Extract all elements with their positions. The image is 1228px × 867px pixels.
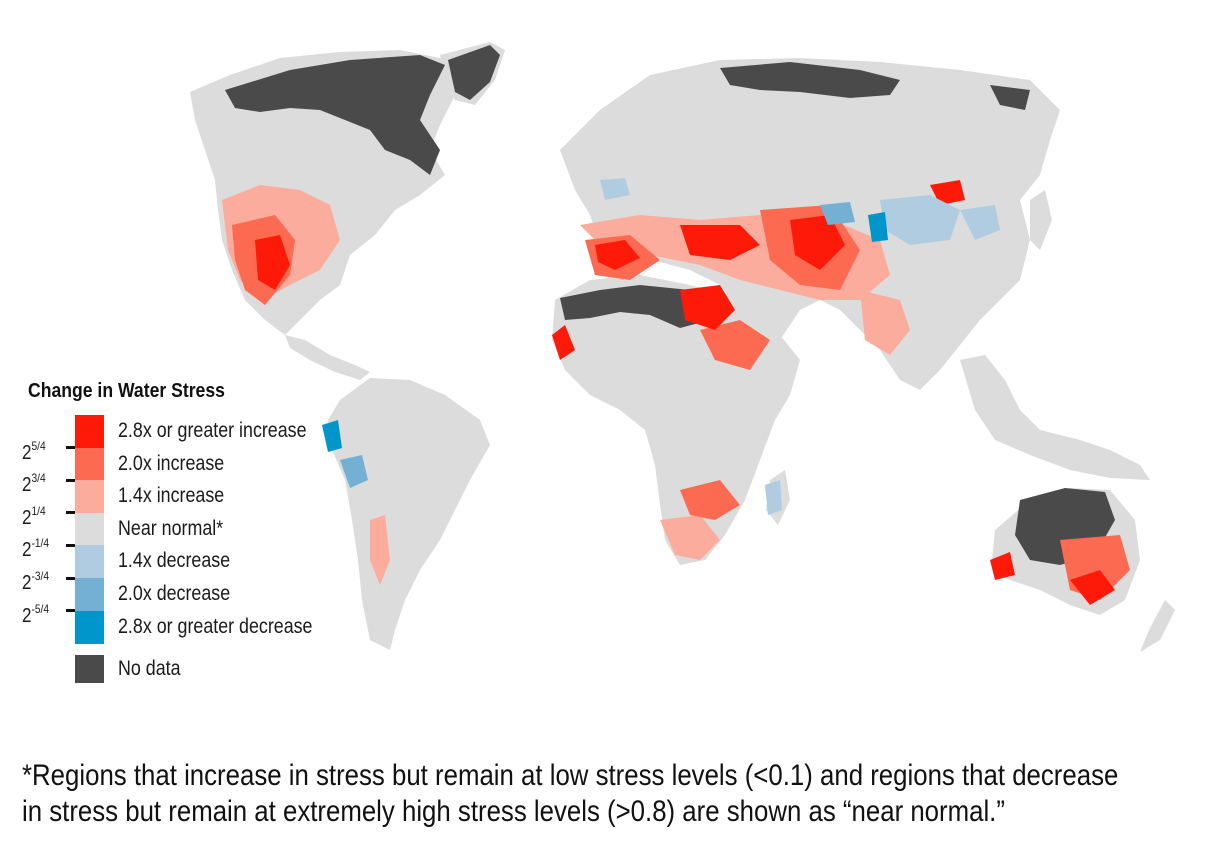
legend-label: 1.4x increase: [118, 484, 225, 508]
legend-tick-label: 21/4: [22, 500, 46, 529]
mild-decrease-layer: [600, 178, 1000, 515]
legend-tick-label: 23/4: [22, 467, 46, 496]
legend-tick-label: 2-1/4: [22, 532, 49, 561]
strong-increase-layer: [255, 180, 1115, 605]
greenland-no-data: [448, 45, 500, 100]
legend-label: Near normal*: [118, 516, 224, 540]
legend-tick-mark: [66, 511, 75, 515]
legend-swatch: [75, 415, 104, 449]
world-map: [190, 42, 1175, 652]
legend-tick-label: 2-3/4: [22, 565, 49, 594]
legend-tick-mark: [66, 543, 75, 547]
se-asia-land: [960, 355, 1150, 480]
legend-tick-mark: [66, 576, 75, 580]
legend-label: 2.8x or greater increase: [118, 419, 307, 442]
legend-label: 2.0x decrease: [118, 582, 231, 605]
strong-decrease-layer: [322, 212, 888, 452]
legend-label: 1.4x decrease: [118, 549, 231, 573]
footnote: *Regions that increase in stress but rem…: [22, 758, 1119, 830]
legend: Change in Water Stress 2.8x or greater i…: [22, 380, 342, 690]
tick-exponent: 3/4: [31, 471, 46, 486]
tick-base: 2: [22, 474, 32, 497]
legend-swatch: [75, 512, 104, 546]
new-zealand-land: [1140, 600, 1175, 652]
legend-tick-mark: [66, 609, 75, 613]
uk-land: [595, 130, 618, 175]
sahara-no-data: [560, 285, 720, 328]
legend-label: 2.0x increase: [118, 451, 225, 475]
footnote-line-1: *Regions that increase in stress but rem…: [22, 759, 1119, 792]
legend-swatch: [75, 578, 104, 612]
tick-base: 2: [22, 572, 32, 594]
tick-exponent: -3/4: [31, 569, 50, 583]
legend-swatch: [75, 480, 104, 514]
canada-no-data: [225, 55, 445, 175]
tick-exponent: 1/4: [31, 503, 46, 518]
legend-title: Change in Water Stress: [28, 380, 225, 402]
tick-base: 2: [22, 604, 32, 627]
legend-swatch: [75, 545, 104, 579]
ne-russia-no-data: [990, 85, 1030, 110]
tick-base: 2: [22, 506, 32, 529]
japan-land: [1030, 190, 1052, 250]
tick-base: 2: [22, 441, 32, 464]
legend-label-no-data: No data: [118, 657, 181, 681]
legend-swatch: [75, 610, 104, 644]
tick-base: 2: [22, 539, 32, 562]
tick-exponent: -1/4: [31, 536, 50, 551]
tick-exponent: -5/4: [31, 601, 50, 616]
legend-tick-mark: [66, 478, 75, 482]
legend-tick-label: 25/4: [22, 435, 46, 464]
siberia-no-data: [720, 62, 900, 98]
legend-tick-mark: [66, 446, 75, 450]
legend-swatch: [75, 447, 104, 481]
south-america-land: [328, 378, 490, 650]
world-map-container: [190, 42, 1175, 652]
decrease-layer: [340, 202, 855, 488]
tick-exponent: 5/4: [31, 438, 46, 453]
legend-tick-label: 2-5/4: [22, 598, 49, 627]
central-america-land: [285, 335, 370, 380]
legend-swatch-no-data: [75, 655, 104, 684]
footnote-line-2: in stress but remain at extremely high s…: [22, 795, 1005, 828]
legend-label: 2.8x or greater decrease: [118, 614, 313, 638]
